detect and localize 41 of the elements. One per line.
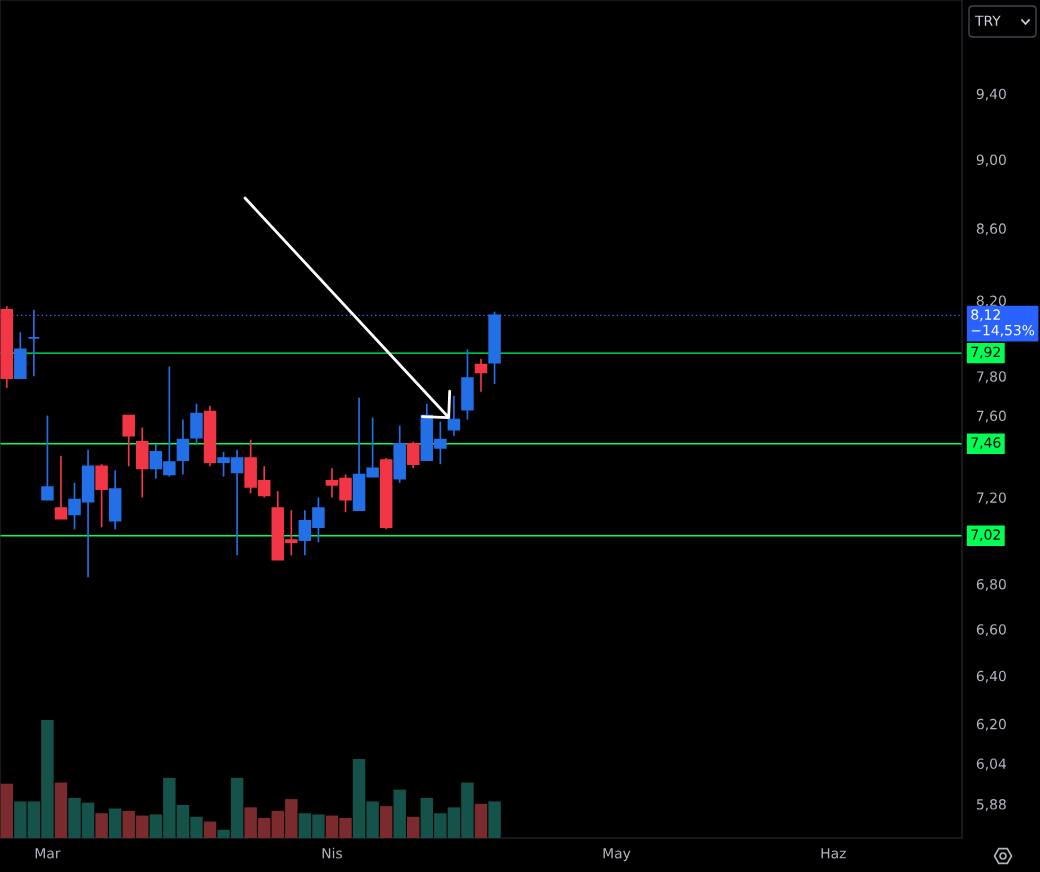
- text: TRY: [974, 15, 1001, 26]
- y-tick-label: 8,60: [976, 223, 1006, 236]
- y-tick-label: 9,40: [976, 88, 1006, 101]
- y-tick-label: 6,40: [976, 670, 1006, 683]
- y-tick-label: 6,20: [976, 718, 1006, 731]
- candlestick: [122, 414, 135, 468]
- y-tick-label: 8,20: [976, 295, 1006, 308]
- bar: [0, 783, 14, 838]
- y-tick-label: 7,20: [977, 492, 1006, 505]
- bar: [379, 806, 393, 838]
- x-tick-label: May: [603, 848, 631, 862]
- y-tick-label: 9,00: [976, 154, 1006, 167]
- x-tick-label: Mar: [35, 848, 61, 859]
- x-tick-label: Nis: [322, 847, 343, 859]
- bar: [407, 816, 420, 838]
- bar: [488, 801, 501, 838]
- candlestick: [54, 455, 68, 520]
- candlestick: [27, 308, 41, 378]
- bar: [54, 782, 68, 838]
- ref-line-label: 7,92: [971, 346, 1000, 359]
- y-tick-label: 6,04: [976, 758, 1007, 771]
- ref-line-label: 7,46: [971, 437, 1001, 450]
- bar: [95, 813, 108, 838]
- x-tick-label: Haz: [821, 848, 846, 859]
- y-tick-label: 7,80: [977, 371, 1006, 384]
- candlestick: [406, 440, 420, 470]
- y-tick-label: 7,60: [977, 410, 1006, 423]
- y-tick-label: 6,80: [976, 578, 1006, 591]
- ref-line-label: 7,02: [971, 529, 1000, 542]
- ref-line-label: 8,12 −14,53%: [971, 309, 1035, 337]
- bar: [393, 789, 406, 838]
- y-tick-label: 6,60: [976, 624, 1006, 637]
- bar: [203, 821, 217, 838]
- candlestick: [474, 358, 488, 393]
- bar: [108, 808, 122, 838]
- y-tick-label: 5,88: [976, 799, 1006, 812]
- bar: [474, 803, 488, 838]
- candlestick: [176, 418, 190, 476]
- candlestick: [447, 394, 461, 437]
- candlestick: [95, 463, 108, 529]
- candlestick: [41, 414, 54, 501]
